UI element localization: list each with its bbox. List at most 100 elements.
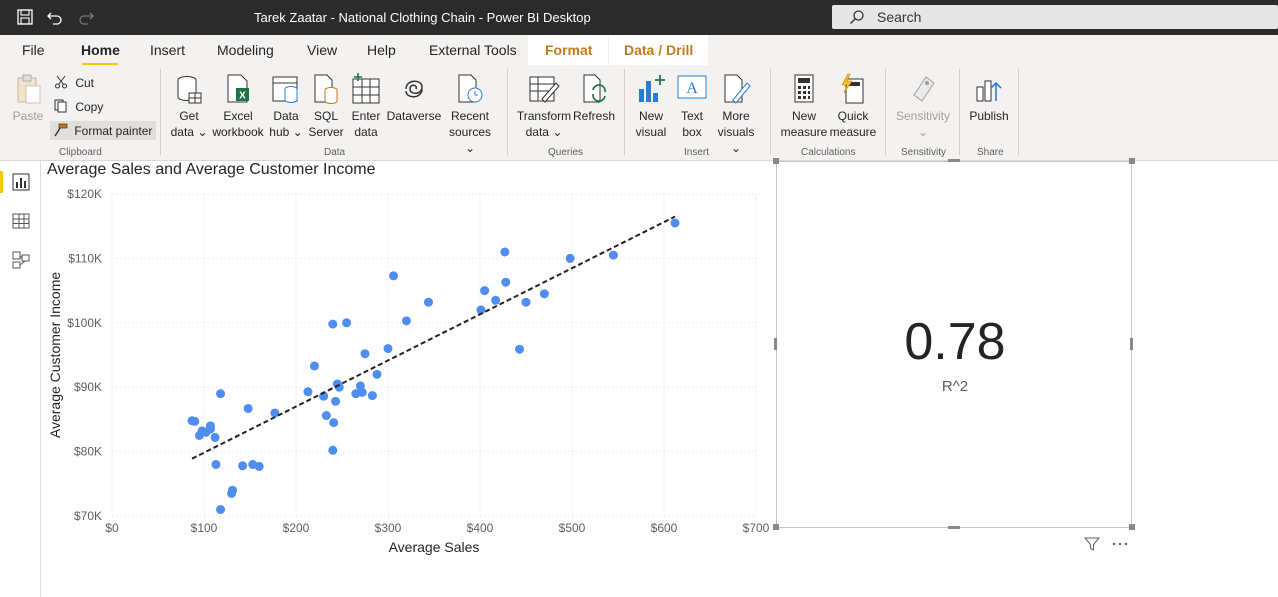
- sql-label-2: Server: [308, 125, 344, 139]
- undo-icon[interactable]: [45, 7, 65, 27]
- x-tick-label: $300: [375, 521, 402, 535]
- ribbon-separator: [624, 69, 625, 155]
- sql-server-button[interactable]: SQL Server: [307, 73, 345, 140]
- data-point: [190, 416, 200, 426]
- data-point: [476, 305, 486, 315]
- excel-label-1: Excel: [223, 109, 253, 123]
- menu-view[interactable]: View: [307, 42, 338, 58]
- menu-external-tools[interactable]: External Tools: [429, 42, 517, 58]
- recent-sources-icon: [458, 74, 483, 103]
- trend-line: [191, 215, 676, 460]
- group-label-calculations: Calculations: [801, 147, 856, 158]
- get-data-button[interactable]: Get data ⌄: [169, 73, 209, 140]
- paste-button[interactable]: Paste: [10, 73, 46, 124]
- refresh-button[interactable]: Refresh: [573, 73, 615, 124]
- calculator-icon: [794, 74, 814, 103]
- data-hub-icon: [272, 76, 298, 103]
- excel-icon: X: [227, 74, 249, 103]
- menu-file[interactable]: File: [22, 42, 45, 58]
- scatter-chart[interactable]: $0 $100 $200 $300 $400 $500 $600 $700 $70K $80K $9…: [41, 180, 771, 565]
- data-point: [608, 250, 618, 260]
- ribbon-separator: [959, 69, 960, 155]
- recent-sources-button[interactable]: Recent sources ⌄: [443, 73, 497, 156]
- resize-handle[interactable]: [773, 524, 779, 530]
- ribbon: Paste Cut Copy Format painter Clipboard …: [0, 65, 1278, 161]
- menu-modeling[interactable]: Modeling: [217, 42, 274, 58]
- card-label: R^2: [941, 378, 969, 395]
- get-data-label-2: data ⌄: [170, 125, 208, 139]
- menu-help[interactable]: Help: [367, 42, 396, 58]
- text-box-button[interactable]: A Text box: [673, 73, 711, 140]
- new-visual-button[interactable]: New visual: [633, 73, 669, 140]
- data-view-icon[interactable]: [12, 212, 30, 230]
- y-tick-label: $80K: [74, 445, 102, 459]
- resize-handle[interactable]: [774, 338, 777, 350]
- data-point: [210, 432, 220, 442]
- format-painter-button[interactable]: Format painter: [50, 121, 157, 140]
- new-measure-button[interactable]: New measure: [779, 73, 829, 140]
- data-point: [329, 418, 339, 428]
- chart-title: Average Sales and Average Customer Incom…: [47, 161, 376, 178]
- quick-measure-button[interactable]: Quick measure: [829, 73, 877, 140]
- data-point: [389, 271, 399, 281]
- sensitivity-icon: [913, 76, 935, 102]
- menu-insert[interactable]: Insert: [150, 42, 186, 58]
- cut-button[interactable]: Cut: [54, 75, 94, 90]
- data-point: [254, 461, 264, 471]
- sensitivity-chevron: ⌄: [917, 125, 929, 139]
- dataverse-label: Dataverse: [386, 109, 442, 123]
- resize-handle[interactable]: [773, 158, 779, 164]
- x-tick-label: $600: [651, 521, 678, 535]
- report-view-icon[interactable]: [12, 173, 30, 191]
- copy-button[interactable]: Copy: [54, 99, 103, 114]
- excel-workbook-button[interactable]: X Excel workbook: [211, 73, 265, 140]
- resize-handle[interactable]: [948, 159, 960, 162]
- data-hub-button[interactable]: Data hub ⌄: [266, 73, 306, 140]
- data-point: [238, 461, 248, 471]
- data-hub-label-2: hub ⌄: [269, 125, 303, 139]
- filter-icon[interactable]: [1084, 536, 1100, 552]
- sql-server-icon: [314, 74, 338, 104]
- redo-icon[interactable]: [76, 7, 96, 27]
- card-visual[interactable]: 0.78 R^2: [776, 161, 1132, 528]
- search-box[interactable]: Search: [832, 5, 1278, 29]
- resize-handle[interactable]: [1130, 338, 1133, 350]
- data-point: [367, 391, 377, 401]
- group-label-data: Data: [324, 147, 346, 158]
- new-measure-label-1: New: [791, 109, 816, 123]
- transform-data-button[interactable]: Transform data ⌄: [515, 73, 573, 140]
- x-tick-label: $700: [743, 521, 770, 535]
- menu-home[interactable]: Home: [81, 42, 120, 58]
- enter-data-button[interactable]: Enter data: [347, 73, 385, 140]
- save-icon[interactable]: [15, 7, 35, 27]
- data-point: [480, 286, 490, 296]
- data-point: [491, 295, 501, 305]
- more-options-icon[interactable]: [1112, 536, 1128, 552]
- new-visual-label-2: visual: [635, 125, 667, 139]
- resize-handle[interactable]: [1129, 158, 1135, 164]
- resize-handle[interactable]: [1129, 524, 1135, 530]
- x-tick-label: $500: [559, 521, 586, 535]
- ribbon-separator: [1018, 69, 1019, 155]
- publish-button[interactable]: Publish: [966, 73, 1012, 124]
- data-point: [357, 387, 367, 397]
- tab-data-drill[interactable]: Data / Drill: [609, 35, 708, 65]
- copy-label: Copy: [75, 100, 104, 114]
- data-point: [243, 403, 253, 413]
- publish-label: Publish: [969, 109, 1009, 123]
- data-point: [321, 411, 331, 421]
- data-point: [270, 408, 280, 418]
- sensitivity-label: Sensitivity: [895, 109, 951, 123]
- resize-handle[interactable]: [948, 526, 960, 529]
- sensitivity-button[interactable]: Sensitivity ⌄: [890, 73, 956, 140]
- tab-format[interactable]: Format: [528, 35, 608, 65]
- more-visuals-button[interactable]: More visuals ⌄: [713, 73, 759, 156]
- model-view-icon[interactable]: [12, 251, 30, 269]
- data-point: [328, 445, 338, 455]
- dataverse-button[interactable]: Dataverse: [386, 73, 442, 124]
- ribbon-separator: [507, 69, 508, 155]
- format-painter-icon: [54, 123, 68, 137]
- data-point: [423, 297, 433, 307]
- quick-measure-label-2: measure: [829, 125, 877, 139]
- text-box-icon: A: [677, 75, 707, 99]
